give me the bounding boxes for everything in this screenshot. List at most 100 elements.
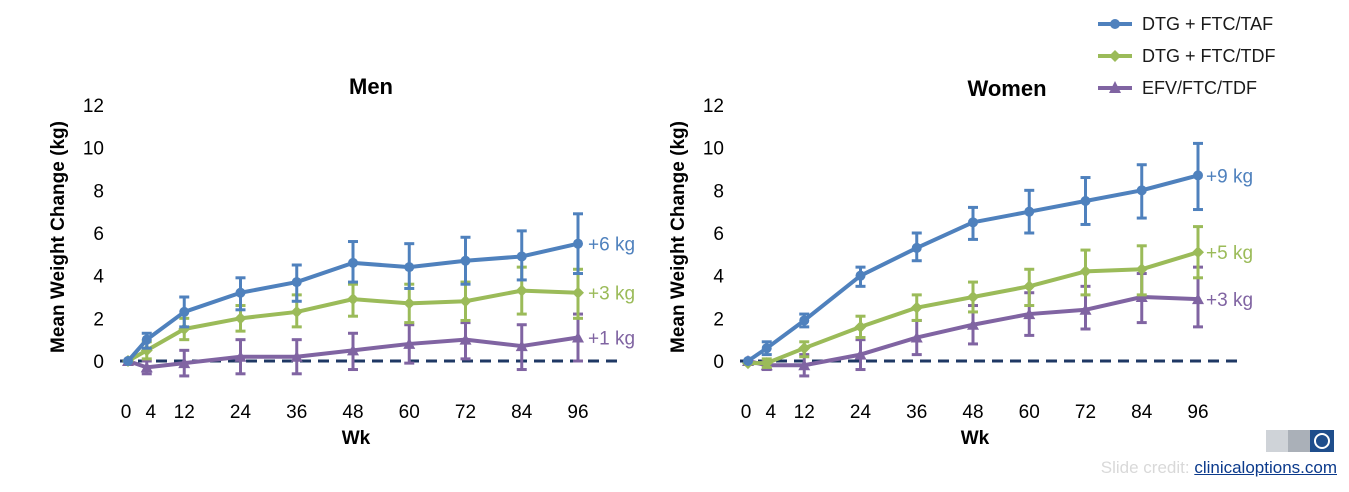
x-tick-label: 24	[850, 402, 872, 423]
series-line	[746, 173, 1199, 363]
end-label: +3 kg	[1206, 290, 1253, 311]
series-efv-ftc-tdf: +1 kg	[122, 312, 635, 378]
data-point	[910, 301, 923, 314]
data-point	[1192, 246, 1204, 259]
data-point	[799, 315, 810, 326]
x-tick-label: 48	[962, 402, 983, 423]
x-tick-label: 72	[1075, 402, 1096, 423]
data-point	[141, 334, 152, 345]
series-line	[748, 250, 1199, 366]
data-point	[140, 361, 153, 373]
data-point	[404, 262, 415, 273]
legend-label: EFV/FTC/TDF	[1142, 77, 1257, 98]
data-point	[1024, 206, 1035, 217]
y-tick-label: 4	[713, 267, 724, 288]
legend-item-dtg-ftc-tdf: DTG + FTC/TDF	[1098, 40, 1343, 72]
data-point	[290, 350, 303, 362]
data-point	[403, 337, 416, 349]
data-point	[1079, 265, 1092, 278]
data-point	[798, 342, 811, 355]
credit-link[interactable]: clinicaloptions.com	[1194, 458, 1337, 477]
data-point	[854, 348, 867, 360]
data-point	[234, 312, 247, 325]
x-tick-label: 0	[741, 402, 752, 423]
end-label: +5 kg	[1206, 243, 1253, 264]
series-line	[747, 295, 1199, 368]
x-tick-label: 60	[1019, 402, 1040, 423]
end-label: +1 kg	[588, 329, 635, 350]
legend-label: DTG + FTC/TDF	[1142, 45, 1276, 66]
data-point	[573, 238, 583, 249]
data-point	[234, 350, 247, 362]
y-tick-label: 0	[93, 352, 104, 373]
data-point	[1136, 185, 1147, 196]
y-tick-label: 6	[93, 224, 104, 245]
data-point	[968, 217, 978, 228]
x-tick-label: 0	[121, 402, 132, 423]
x-tick-label: 48	[342, 402, 363, 423]
y-tick-label: 8	[713, 181, 724, 202]
end-label: +3 kg	[588, 284, 635, 305]
credit-prefix: Slide credit:	[1100, 458, 1195, 477]
y-tick-label: 6	[713, 224, 724, 245]
x-tick-label: 84	[1131, 402, 1153, 423]
data-point	[967, 318, 979, 330]
legend: DTG + FTC/TAF DTG + FTC/TDF EFV/FTC/TDF	[1098, 8, 1343, 104]
data-point	[347, 293, 359, 306]
x-tick-label: 12	[174, 402, 195, 423]
data-point	[123, 356, 133, 366]
logo-ring-icon	[1310, 430, 1334, 452]
legend-marker-diamond-icon	[1098, 50, 1132, 62]
chart-title: Women	[967, 76, 1046, 101]
data-point	[1192, 293, 1204, 305]
data-point	[911, 242, 922, 253]
data-point	[572, 331, 584, 343]
data-point	[761, 343, 772, 354]
x-tick-label: 72	[455, 402, 476, 423]
y-tick-label: 12	[703, 96, 724, 117]
legend-label: DTG + FTC/TAF	[1142, 13, 1274, 34]
legend-item-efv-ftc-tdf: EFV/FTC/TDF	[1098, 72, 1343, 104]
data-point	[743, 356, 753, 366]
series-line	[126, 241, 579, 363]
data-point	[235, 287, 246, 298]
y-tick-label: 10	[83, 139, 104, 160]
x-tick-label: 4	[145, 402, 156, 423]
data-point	[1079, 303, 1092, 315]
data-point	[855, 270, 866, 281]
data-point	[798, 359, 811, 371]
end-label: +9 kg	[1206, 166, 1253, 187]
x-tick-label: 96	[1187, 402, 1208, 423]
y-axis-label: Mean Weight Change (kg)	[48, 121, 69, 353]
y-axis-label: Mean Weight Change (kg)	[668, 121, 689, 353]
x-tick-label: 96	[567, 402, 588, 423]
y-tick-label: 10	[703, 139, 724, 160]
data-point	[854, 320, 867, 333]
data-point	[516, 251, 527, 262]
y-tick-label: 2	[713, 309, 724, 330]
data-point	[178, 357, 191, 369]
data-point	[1135, 263, 1148, 276]
data-point	[1135, 291, 1148, 302]
x-tick-label: 36	[286, 402, 307, 423]
data-point	[910, 331, 923, 343]
logo-block-icon	[1266, 430, 1288, 452]
legend-item-dtg-ftc-taf: DTG + FTC/TAF	[1098, 8, 1343, 40]
y-tick-label: 12	[83, 96, 104, 117]
series-line	[127, 335, 579, 370]
series-line	[127, 288, 579, 363]
chart-title: Men	[349, 74, 393, 99]
data-point	[572, 286, 584, 299]
series-dtg-ftc-taf: +9 kg	[743, 141, 1253, 366]
data-point	[967, 291, 979, 303]
x-tick-label: 60	[399, 402, 420, 423]
data-point	[459, 295, 472, 308]
x-axis-label: Wk	[961, 428, 990, 449]
data-point	[348, 257, 358, 268]
data-point	[760, 357, 773, 370]
data-point	[459, 333, 472, 345]
y-tick-label: 0	[713, 352, 724, 373]
